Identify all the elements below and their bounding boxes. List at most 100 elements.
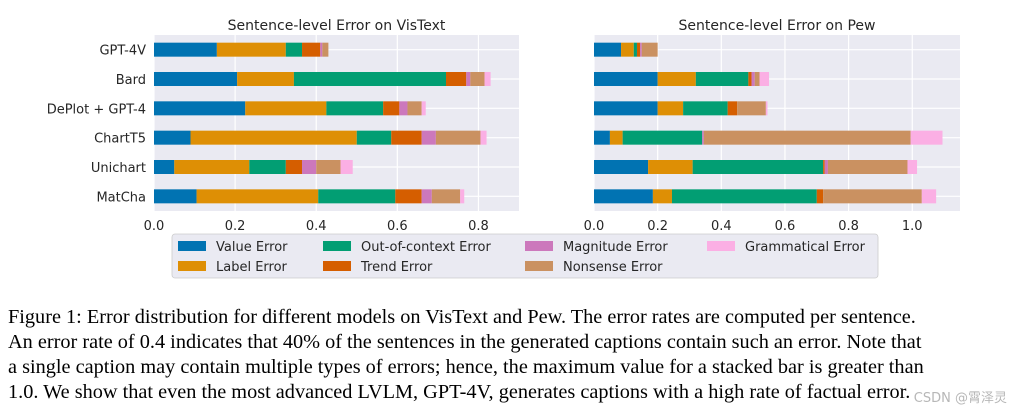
- bar-segment: [466, 72, 471, 86]
- x-tick-label: 0.8: [468, 219, 489, 234]
- bar-segment: [692, 160, 824, 174]
- y-tick-label: ChartT5: [94, 132, 146, 147]
- legend-label: Label Error: [216, 260, 288, 275]
- bar-segment: [640, 42, 642, 57]
- bar-segment: [391, 130, 422, 145]
- x-tick-label: 0.0: [584, 219, 605, 234]
- bar-segment: [652, 189, 672, 204]
- bar-segment: [316, 160, 341, 174]
- bar-segment: [421, 130, 436, 145]
- bar-segment: [751, 72, 755, 86]
- caption-line: 1.0. We show that even the most advanced…: [8, 381, 911, 403]
- x-tick-label: 0.2: [647, 219, 668, 234]
- plot-background: [594, 35, 960, 211]
- bar-segment: [196, 189, 319, 204]
- bar-segment: [748, 72, 752, 86]
- bar-segment: [407, 101, 422, 116]
- bar-segment: [293, 72, 446, 86]
- bar-segment: [190, 130, 357, 145]
- bar-segment: [383, 101, 400, 116]
- bar-segment: [302, 160, 317, 174]
- bar-segment: [823, 189, 922, 204]
- y-tick-label: Unichart: [91, 161, 146, 176]
- bar-segment: [827, 160, 908, 174]
- legend-label: Nonsense Error: [563, 260, 663, 275]
- bar-segment: [657, 72, 696, 86]
- watermark: CSDN @霄泽灵: [913, 391, 1007, 406]
- figure-caption: Figure 1: Error distribution for differe…: [8, 305, 1008, 405]
- bar-segment: [594, 42, 622, 57]
- legend-swatch: [323, 261, 351, 271]
- legend-swatch: [178, 261, 206, 271]
- bar-segment: [921, 189, 937, 204]
- legend: Value Error Label Error Out-of-context Err…: [171, 233, 879, 279]
- bar-segment: [671, 189, 817, 204]
- bar-segment: [356, 130, 392, 145]
- y-tick-label: GPT-4V: [99, 44, 146, 59]
- x-tick-label: 0.2: [225, 219, 246, 234]
- bar-segment: [154, 72, 238, 86]
- bar-segment: [727, 101, 738, 116]
- y-tick-label: MatCha: [96, 190, 146, 205]
- caption-line: a single caption may contain multiple ty…: [8, 356, 924, 378]
- bar-segment: [154, 189, 197, 204]
- legend-label: Out-of-context Error: [361, 240, 491, 255]
- bar-segment: [759, 72, 770, 86]
- bar-segment: [285, 160, 303, 174]
- bar-segment: [302, 42, 321, 57]
- x-tick-label: 0.6: [775, 219, 796, 234]
- bar-segment: [594, 101, 658, 116]
- bar-segment: [154, 101, 246, 116]
- bar-segment: [657, 101, 684, 116]
- bar-segment: [594, 130, 610, 145]
- bar-segment: [622, 130, 703, 145]
- bar-segment: [621, 42, 634, 57]
- bar-segment: [431, 189, 461, 204]
- bar-segment: [907, 160, 918, 174]
- y-tick-label: Bard: [116, 73, 146, 88]
- x-tick-label: 0.6: [387, 219, 408, 234]
- bar-segment: [695, 72, 749, 86]
- bar-segment: [633, 42, 637, 57]
- bar-segment: [435, 130, 481, 145]
- bar-segment: [399, 101, 408, 116]
- bar-segment: [322, 42, 329, 57]
- bar-segment: [249, 160, 286, 174]
- bar-segment: [754, 72, 760, 86]
- legend-swatch: [178, 241, 206, 251]
- x-tick-label: 0.4: [711, 219, 732, 234]
- legend-swatch: [525, 241, 553, 251]
- bar-segment: [285, 42, 303, 57]
- bar-segment: [816, 189, 824, 204]
- bar-segment: [154, 42, 217, 57]
- y-tick-label: DePlot + GPT-4: [47, 102, 146, 117]
- bar-segment: [154, 160, 175, 174]
- chart-title: Sentence-level Error on Pew: [679, 18, 876, 34]
- bar-segment: [823, 160, 825, 174]
- legend-swatch: [707, 241, 735, 251]
- bar-segment: [421, 189, 432, 204]
- bar-segment: [460, 189, 465, 204]
- bar-segment: [395, 189, 422, 204]
- bar-segment: [154, 130, 191, 145]
- caption-line: Figure 1: Error distribution for differe…: [8, 306, 916, 328]
- bar-segment: [910, 130, 943, 145]
- bar-segment: [245, 101, 327, 116]
- bar-segment: [480, 130, 487, 145]
- bar-segment: [421, 101, 426, 116]
- bar-segment: [609, 130, 623, 145]
- bar-segment: [318, 189, 396, 204]
- bar-segment: [648, 160, 693, 174]
- bar-segment: [320, 42, 323, 57]
- bar-segment: [594, 160, 649, 174]
- chart-panel-1: Sentence-level Error on Pew 0.0 0.2 0.4 0.6 0…: [584, 18, 960, 234]
- legend-label: Trend Error: [360, 260, 433, 275]
- bar-segment: [703, 130, 911, 145]
- x-tick-label: 0.8: [838, 219, 859, 234]
- bar-segment: [683, 101, 728, 116]
- chart-title: Sentence-level Error on VisText: [228, 18, 446, 34]
- legend-label: Magnitude Error: [563, 240, 668, 255]
- bar-segment: [470, 72, 485, 86]
- caption-line: An error rate of 0.4 indicates that 40% …: [8, 331, 922, 353]
- legend-label: Grammatical Error: [745, 240, 866, 255]
